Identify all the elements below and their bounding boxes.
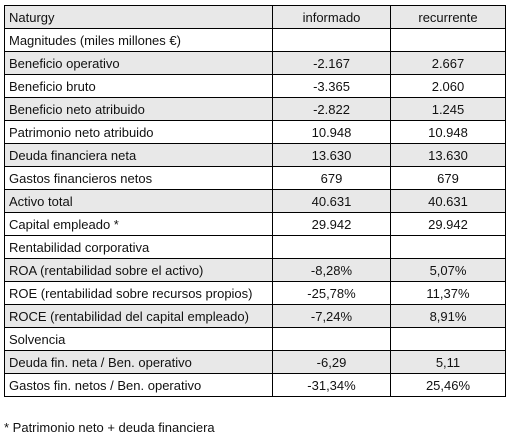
table-cell bbox=[272, 235, 391, 259]
table-cell bbox=[390, 327, 506, 351]
table-row: Gastos financieros netos 679 679 bbox=[4, 166, 506, 190]
table-cell: 5,11 bbox=[390, 350, 506, 374]
table-row: Deuda financiera neta 13.630 13.630 bbox=[4, 143, 506, 167]
table-cell: -6,29 bbox=[272, 350, 391, 374]
table-row: Patrimonio neto atribuido 10.948 10.948 bbox=[4, 120, 506, 144]
table-cell: -25,78% bbox=[272, 281, 391, 305]
table-cell: ROCE (rentabilidad del capital empleado) bbox=[4, 304, 273, 328]
table-cell: Activo total bbox=[4, 189, 273, 213]
table-cell: 29.942 bbox=[390, 212, 506, 236]
table-row: ROCE (rentabilidad del capital empleado)… bbox=[4, 304, 506, 328]
table-cell: Rentabilidad corporativa bbox=[4, 235, 273, 259]
table-cell: -2.822 bbox=[272, 97, 391, 121]
table-cell: 11,37% bbox=[390, 281, 506, 305]
table-cell: 2.667 bbox=[390, 51, 506, 75]
table-cell: Naturgy bbox=[4, 5, 273, 29]
table-cell: Deuda financiera neta bbox=[4, 143, 273, 167]
table-cell bbox=[272, 327, 391, 351]
table-row: Activo total 40.631 40.631 bbox=[4, 189, 506, 213]
table-cell bbox=[390, 235, 506, 259]
table-cell: Beneficio operativo bbox=[4, 51, 273, 75]
footnote: * Patrimonio neto + deuda financiera bbox=[4, 420, 215, 435]
table-cell: -2.167 bbox=[272, 51, 391, 75]
table-cell: Gastos financieros netos bbox=[4, 166, 273, 190]
table-row: ROE (rentabilidad sobre recursos propios… bbox=[4, 281, 506, 305]
table-cell: 5,07% bbox=[390, 258, 506, 282]
table-row: ROA (rentabilidad sobre el activo) -8,28%… bbox=[4, 258, 506, 282]
table-cell: Deuda fin. neta / Ben. operativo bbox=[4, 350, 273, 374]
table-cell: Beneficio bruto bbox=[4, 74, 273, 98]
table-row: Beneficio neto atribuido -2.822 1.245 bbox=[4, 97, 506, 121]
table-cell: 40.631 bbox=[390, 189, 506, 213]
table-cell: Beneficio neto atribuido bbox=[4, 97, 273, 121]
table-cell: Gastos fin. netos / Ben. operativo bbox=[4, 373, 273, 397]
table-row: Capital empleado * 29.942 29.942 bbox=[4, 212, 506, 236]
table-row: Rentabilidad corporativa bbox=[4, 235, 506, 259]
table-cell: 40.631 bbox=[272, 189, 391, 213]
table-row: Gastos fin. netos / Ben. operativo -31,34… bbox=[4, 373, 506, 397]
table-cell: Capital empleado * bbox=[4, 212, 273, 236]
data-table: Naturgy informado recurrente Magnitudes (mi… bbox=[4, 5, 506, 397]
table-cell: 10.948 bbox=[390, 120, 506, 144]
table-cell: Patrimonio neto atribuido bbox=[4, 120, 273, 144]
table-row: Magnitudes (miles millones €) bbox=[4, 28, 506, 52]
table-cell: 8,91% bbox=[390, 304, 506, 328]
table-cell: -31,34% bbox=[272, 373, 391, 397]
table-cell: 679 bbox=[390, 166, 506, 190]
table-row: Beneficio bruto -3.365 2.060 bbox=[4, 74, 506, 98]
table-cell: ROA (rentabilidad sobre el activo) bbox=[4, 258, 273, 282]
table-row: Solvencia bbox=[4, 327, 506, 351]
table-cell: 13.630 bbox=[390, 143, 506, 167]
table-cell bbox=[272, 28, 391, 52]
table-cell: informado bbox=[272, 5, 391, 29]
table-cell: 25,46% bbox=[390, 373, 506, 397]
table-cell: ROE (rentabilidad sobre recursos propios… bbox=[4, 281, 273, 305]
table-cell: 13.630 bbox=[272, 143, 391, 167]
table-cell bbox=[390, 28, 506, 52]
table-cell: 10.948 bbox=[272, 120, 391, 144]
table-row: Deuda fin. neta / Ben. operativo -6,29 5,1… bbox=[4, 350, 506, 374]
table-row: Beneficio operativo -2.167 2.667 bbox=[4, 51, 506, 75]
table-cell: Solvencia bbox=[4, 327, 273, 351]
table-cell: -8,28% bbox=[272, 258, 391, 282]
table-cell: 679 bbox=[272, 166, 391, 190]
table-cell: Magnitudes (miles millones €) bbox=[4, 28, 273, 52]
table-row: Naturgy informado recurrente bbox=[4, 5, 506, 29]
table-cell: 29.942 bbox=[272, 212, 391, 236]
table-cell: -7,24% bbox=[272, 304, 391, 328]
table-cell: recurrente bbox=[390, 5, 506, 29]
table-cell: -3.365 bbox=[272, 74, 391, 98]
table-cell: 1.245 bbox=[390, 97, 506, 121]
table-cell: 2.060 bbox=[390, 74, 506, 98]
